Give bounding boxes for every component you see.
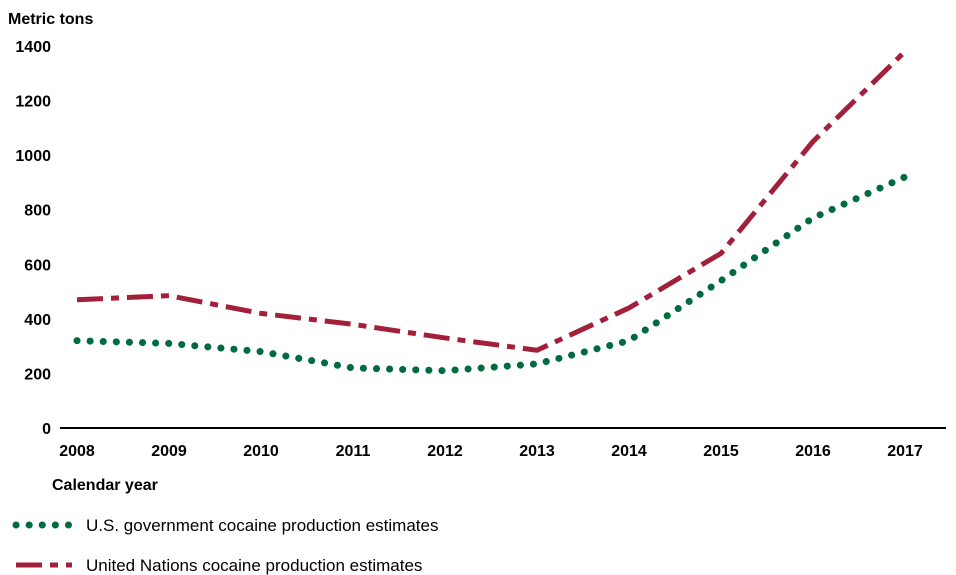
x-tick-label: 2008 <box>59 443 95 460</box>
x-axis-ticks: 2008 2009 2010 2011 2012 2013 2014 2015 2016 2017 <box>59 443 923 460</box>
y-tick-label: 800 <box>24 203 51 220</box>
y-axis-title: Metric tons <box>8 11 93 28</box>
x-tick-label: 2012 <box>427 443 463 460</box>
x-tick-label: 2017 <box>887 443 923 460</box>
x-tick-label: 2013 <box>519 443 555 460</box>
x-axis-title: Calendar year <box>52 477 158 494</box>
y-axis-ticks: 0 200 400 600 800 1000 1200 1400 <box>15 39 51 438</box>
x-tick-label: 2014 <box>611 443 647 460</box>
x-tick-label: 2015 <box>703 443 739 460</box>
y-tick-label: 0 <box>42 421 51 438</box>
x-tick-label: 2009 <box>151 443 187 460</box>
series-layer <box>73 49 909 375</box>
x-tick-label: 2016 <box>795 443 831 460</box>
y-tick-label: 200 <box>24 366 51 383</box>
x-tick-label: 2011 <box>336 443 371 460</box>
x-tick-label: 2010 <box>243 443 279 460</box>
y-tick-label: 1200 <box>15 94 51 111</box>
y-tick-label: 600 <box>24 257 51 274</box>
series-line-united-nations <box>76 49 907 353</box>
y-tick-label: 1400 <box>15 39 51 56</box>
y-tick-label: 1000 <box>15 148 51 165</box>
legend-label: U.S. government cocaine production estim… <box>86 516 438 535</box>
y-tick-label: 400 <box>24 312 51 329</box>
legend-label: United Nations cocaine production estima… <box>86 556 422 575</box>
series-line-us-government <box>73 173 909 375</box>
legend: U.S. government cocaine production estim… <box>12 516 438 575</box>
